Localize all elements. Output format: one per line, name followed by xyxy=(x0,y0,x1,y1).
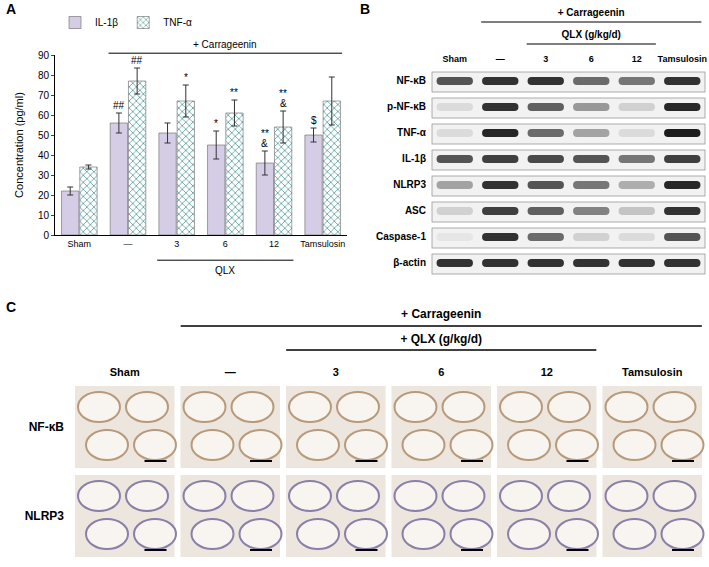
svg-text:&: & xyxy=(280,98,287,109)
svg-text:Concentration (pg/ml): Concentration (pg/ml) xyxy=(13,92,25,198)
svg-text:**: ** xyxy=(279,88,287,99)
svg-text:IL-1β: IL-1β xyxy=(95,17,118,28)
svg-text:—: — xyxy=(496,54,505,64)
svg-text:*: * xyxy=(184,72,188,83)
svg-text:6: 6 xyxy=(438,366,444,378)
svg-text:Tamsulosin: Tamsulosin xyxy=(300,239,345,249)
svg-text:QLX (g/kg/d): QLX (g/kg/d) xyxy=(562,29,621,40)
svg-text:+ QLX (g/kg/d): + QLX (g/kg/d) xyxy=(400,332,482,346)
svg-text:Sham: Sham xyxy=(110,366,140,378)
svg-text:90: 90 xyxy=(38,50,50,61)
svg-text:##: ## xyxy=(113,100,125,111)
svg-text:##: ## xyxy=(131,55,143,66)
svg-text:40: 40 xyxy=(38,150,50,161)
svg-text:Tamsulosin: Tamsulosin xyxy=(658,54,707,64)
svg-text:12: 12 xyxy=(541,366,553,378)
svg-text:&: & xyxy=(261,138,268,149)
svg-text:50: 50 xyxy=(38,130,50,141)
svg-text:+ Carrageenin: + Carrageenin xyxy=(401,307,481,321)
svg-text:NLRP3: NLRP3 xyxy=(25,509,65,523)
svg-text:+ Carrageenin: + Carrageenin xyxy=(558,7,625,18)
svg-text:TNF-α: TNF-α xyxy=(397,127,427,138)
svg-text:80: 80 xyxy=(38,70,50,81)
svg-text:IL-1β: IL-1β xyxy=(402,153,426,164)
svg-text:**: ** xyxy=(230,87,238,98)
svg-text:NLRP3: NLRP3 xyxy=(393,179,426,190)
svg-text:B: B xyxy=(360,1,370,17)
svg-text:**: ** xyxy=(261,128,269,139)
svg-text:*: * xyxy=(214,118,218,129)
svg-text:20: 20 xyxy=(38,190,50,201)
svg-text:6: 6 xyxy=(589,54,594,64)
svg-text:Caspase-1: Caspase-1 xyxy=(376,231,426,242)
svg-text:6: 6 xyxy=(223,239,228,249)
svg-text:Sham: Sham xyxy=(442,54,467,64)
svg-text:—: — xyxy=(225,366,236,378)
svg-text:QLX: QLX xyxy=(215,265,235,276)
svg-text:β-actin: β-actin xyxy=(393,257,426,268)
svg-text:+ Carrageenin: + Carrageenin xyxy=(193,39,257,50)
svg-text:3: 3 xyxy=(543,54,548,64)
svg-text:12: 12 xyxy=(632,54,642,64)
svg-text:12: 12 xyxy=(269,239,279,249)
svg-text:3: 3 xyxy=(333,366,339,378)
svg-text:Sham: Sham xyxy=(68,239,92,249)
svg-text:NF-κB: NF-κB xyxy=(29,420,65,434)
svg-text:10: 10 xyxy=(38,210,50,221)
svg-text:p-NF-κB: p-NF-κB xyxy=(387,101,426,112)
svg-text:NF-κB: NF-κB xyxy=(397,75,426,86)
svg-text:30: 30 xyxy=(38,170,50,181)
svg-text:Tamsulosin: Tamsulosin xyxy=(622,366,683,378)
svg-text:70: 70 xyxy=(38,90,50,101)
svg-text:C: C xyxy=(6,299,16,315)
svg-text:60: 60 xyxy=(38,110,50,121)
svg-text:TNF-α: TNF-α xyxy=(163,17,192,28)
svg-text:—: — xyxy=(124,239,133,249)
svg-text:0: 0 xyxy=(43,230,49,241)
svg-text:$: $ xyxy=(311,115,317,126)
svg-text:A: A xyxy=(6,1,16,17)
svg-text:ASC: ASC xyxy=(405,205,426,216)
svg-text:3: 3 xyxy=(174,239,179,249)
